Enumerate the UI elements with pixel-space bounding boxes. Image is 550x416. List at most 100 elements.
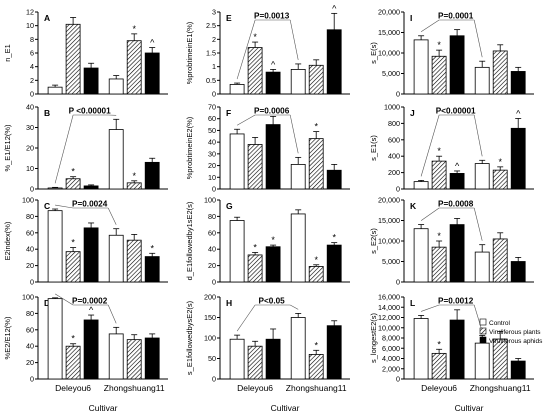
y-tick-label: 16,000 xyxy=(378,293,400,302)
panel-J: 0 200 400 600 800 1000 s_E1(s) J * * ^ ^ P<0.00001 xyxy=(369,103,534,194)
bar-L-0-1 xyxy=(474,342,490,380)
bar-A-1-1 xyxy=(126,40,142,95)
bar-D-0-1 xyxy=(108,333,124,380)
bar-C-2-0 xyxy=(83,227,99,283)
y-tick-label: 0 xyxy=(212,278,216,287)
y-axis-label: %E2/E12(%) xyxy=(3,316,12,359)
panel-letter: H xyxy=(226,298,232,308)
y-tick-label: 0 xyxy=(396,375,400,384)
y-tick-label: 1.5 xyxy=(206,49,216,58)
legend: Control Viruliferous plants Viruliferous a… xyxy=(479,318,543,345)
y-tick-label: 2,000 xyxy=(382,364,400,373)
bar-J-0-1 xyxy=(474,163,490,190)
y-tick-label: 50 xyxy=(208,126,216,135)
bar-F-1-1 xyxy=(308,138,324,190)
category-label: Zhongshuang11 xyxy=(286,383,347,393)
y-tick-label: 40 xyxy=(208,138,216,147)
bar-J-1-0 xyxy=(431,160,447,190)
p-value: P=0.0006 xyxy=(254,107,290,116)
y-tick-label: 80 xyxy=(208,212,216,221)
y-tick-label: 30 xyxy=(26,123,34,132)
pvalue-line xyxy=(236,19,256,80)
pvalue-line xyxy=(55,204,74,209)
pvalue-line xyxy=(107,207,117,225)
panel-G: 0 20 40 60 80 100 d_E1followedby1sE2(s) G * * * * xyxy=(185,196,350,287)
pvalue-line xyxy=(420,114,440,177)
y-tick-label: 12,000 xyxy=(378,313,400,322)
bar-J-1-1 xyxy=(492,169,508,190)
y-tick-label: 10 xyxy=(208,173,216,182)
pvalue-line xyxy=(236,114,256,126)
panel-letter: A xyxy=(44,13,50,23)
bar-F-2-1 xyxy=(326,169,342,190)
bar-B-2-1 xyxy=(144,161,160,190)
y-tick-label: 8 xyxy=(30,35,34,44)
bar-E-2-0 xyxy=(265,71,281,95)
significance-mark: ^ xyxy=(89,305,94,315)
bar-I-1-0 xyxy=(431,55,447,95)
legend-swatch xyxy=(479,318,487,326)
y-tick-label: 20,000 xyxy=(378,196,400,205)
bar-J-2-0 xyxy=(449,173,465,190)
y-tick-label: 80 xyxy=(26,212,34,221)
y-tick-label: 40 xyxy=(26,342,34,351)
y-tick-label: 70 xyxy=(208,103,216,112)
y-tick-label: 5,000 xyxy=(382,257,400,266)
y-tick-label: 100 xyxy=(22,293,34,302)
y-tick-label: 400 xyxy=(388,152,400,161)
pvalue-line xyxy=(289,114,299,154)
panel-letter: D xyxy=(44,298,50,308)
y-tick-label: 100 xyxy=(204,334,216,343)
bar-K-1-1 xyxy=(492,238,508,283)
bar-B-1-0 xyxy=(65,178,81,190)
pvalue-line xyxy=(54,293,74,306)
y-tick-label: 15,000 xyxy=(378,216,400,225)
x-axis-title: Cultivar xyxy=(271,403,300,413)
bar-A-2-0 xyxy=(83,67,99,95)
panel-A: 0 2 4 6 8 10 12 n_E1 A * ^ xyxy=(3,8,168,99)
bar-F-0-0 xyxy=(229,133,245,190)
category-label: Zhongshuang11 xyxy=(470,383,531,393)
y-tick-label: 50 xyxy=(208,354,216,363)
pvalue-line xyxy=(420,19,440,33)
bar-E-0-1 xyxy=(290,69,306,95)
y-tick-label: 20 xyxy=(26,358,34,367)
bar-G-1-1 xyxy=(308,266,324,283)
legend-swatch xyxy=(479,336,487,344)
y-tick-label: 0 xyxy=(396,278,400,287)
pvalue-line xyxy=(473,207,483,241)
x-axis-title: Cultivar xyxy=(455,403,484,413)
bar-G-2-0 xyxy=(265,246,281,283)
y-axis-label: n_E1 xyxy=(3,44,12,62)
p-value: P=0.0024 xyxy=(72,200,108,209)
significance-mark: ^ xyxy=(150,38,155,48)
y-tick-label: 150 xyxy=(204,313,216,322)
y-tick-label: 4 xyxy=(30,62,34,71)
category-label: Deleyou6 xyxy=(55,383,91,393)
y-tick-label: 30 xyxy=(208,149,216,158)
bar-L-1-0 xyxy=(431,352,447,380)
y-axis-label: s_E2(s) xyxy=(369,228,378,254)
significance-mark: * xyxy=(271,235,275,245)
significance-mark: * xyxy=(314,340,318,350)
bar-E-1-1 xyxy=(308,64,324,95)
panel-letter: G xyxy=(226,201,233,211)
bar-D-2-1 xyxy=(144,337,160,380)
y-tick-label: 20 xyxy=(208,261,216,270)
panel-letter: C xyxy=(44,201,50,211)
significance-mark: * xyxy=(437,40,441,50)
y-tick-label: 0 xyxy=(30,375,34,384)
p-value: P=0.0002 xyxy=(72,297,108,306)
category-label: Deleyou6 xyxy=(237,383,273,393)
y-axis-label: d_E1followedby1sE2(s) xyxy=(185,201,194,280)
y-tick-label: 0 xyxy=(212,90,216,99)
y-tick-label: 10,000 xyxy=(378,49,400,58)
y-tick-label: 0 xyxy=(212,185,216,194)
bar-C-1-0 xyxy=(65,251,81,283)
y-tick-label: 60 xyxy=(208,228,216,237)
y-tick-label: 40 xyxy=(26,245,34,254)
p-value: P<0.05 xyxy=(259,297,286,306)
significance-mark: * xyxy=(498,157,502,167)
y-tick-label: 800 xyxy=(388,119,400,128)
